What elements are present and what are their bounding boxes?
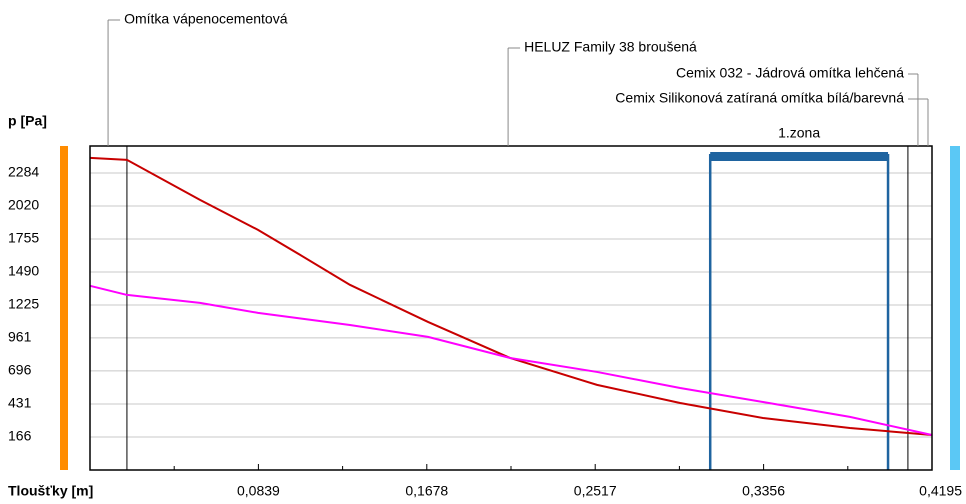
x-tick-label: 0,3356 bbox=[742, 483, 785, 499]
y-axis-label: p [Pa] bbox=[8, 113, 47, 129]
x-axis-label: Tloušťky [m] bbox=[8, 483, 93, 499]
x-tick-label: 0,1678 bbox=[405, 483, 448, 499]
plot-frame bbox=[89, 145, 933, 471]
pressure-line bbox=[89, 156, 933, 436]
x-tick-label: 0,4195 bbox=[919, 483, 962, 499]
zone-label: 1.zona bbox=[778, 125, 820, 141]
y-tick-label: 961 bbox=[8, 329, 32, 345]
inside-bar bbox=[60, 146, 68, 470]
y-tick-label: 431 bbox=[8, 395, 32, 411]
outside-bar bbox=[950, 146, 960, 470]
y-tick-label: 1490 bbox=[8, 263, 39, 279]
x-tick-label: 0,0839 bbox=[237, 483, 280, 499]
y-tick-label: 2020 bbox=[8, 197, 39, 213]
layer-label: Cemix 032 - Jádrová omítka lehčená bbox=[676, 65, 904, 81]
y-tick-label: 2284 bbox=[8, 164, 39, 180]
y-tick-label: 1755 bbox=[8, 230, 39, 246]
y-tick-label: 1225 bbox=[8, 296, 39, 312]
layer-label: HELUZ Family 38 broušená bbox=[524, 39, 697, 55]
pressure-line bbox=[89, 284, 933, 436]
zone-bar bbox=[710, 152, 889, 161]
layer-label: Cemix Silikonová zatíraná omítka bílá/ba… bbox=[615, 90, 904, 106]
layer-label: Omítka vápenocementová bbox=[124, 11, 288, 27]
y-tick-label: 696 bbox=[8, 362, 32, 378]
y-tick-label: 166 bbox=[8, 428, 32, 444]
x-tick-label: 0,2517 bbox=[574, 483, 617, 499]
